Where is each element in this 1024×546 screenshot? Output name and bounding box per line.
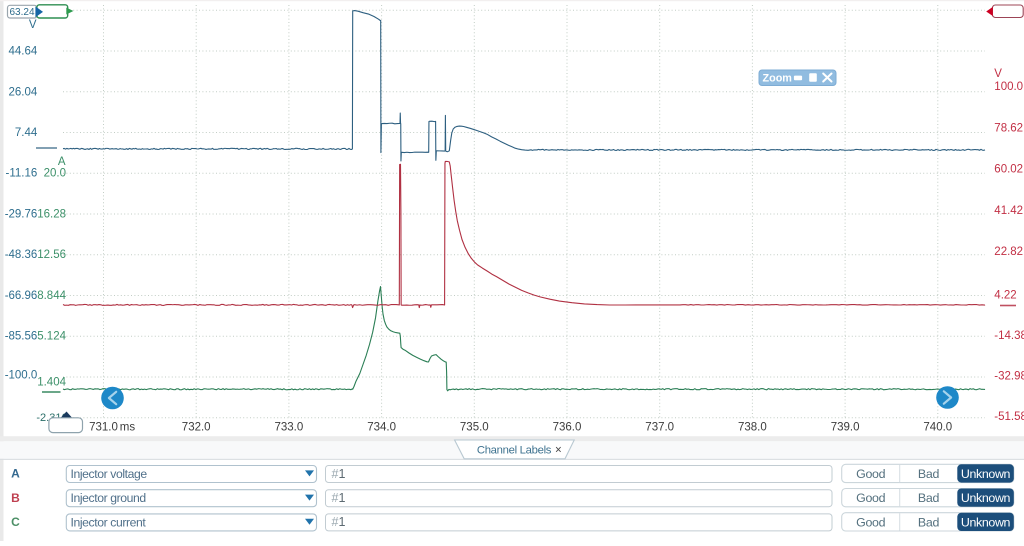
svg-text:Channel Labels: Channel Labels <box>477 445 552 457</box>
svg-text:738.0: 738.0 <box>738 422 767 434</box>
svg-text:-66.96: -66.96 <box>5 290 38 302</box>
svg-text:736.0: 736.0 <box>553 422 582 434</box>
svg-text:Unknown: Unknown <box>961 515 1011 529</box>
svg-text:V: V <box>29 19 37 31</box>
svg-text:740.0: 740.0 <box>923 422 952 434</box>
svg-text:#1: #1 <box>332 491 346 505</box>
svg-text:×: × <box>555 445 562 457</box>
svg-text:Good: Good <box>856 467 886 481</box>
svg-text:737.0: 737.0 <box>645 422 674 434</box>
svg-text:-85.56: -85.56 <box>5 331 38 343</box>
svg-text:7.44: 7.44 <box>15 127 38 139</box>
svg-text:-51.58: -51.58 <box>994 411 1024 423</box>
svg-text:#1: #1 <box>332 467 346 481</box>
svg-text:-32.98: -32.98 <box>994 370 1024 382</box>
svg-text:20.0: 20.0 <box>44 168 66 180</box>
svg-text:-100.0: -100.0 <box>5 370 38 382</box>
svg-text:-14.38: -14.38 <box>994 330 1024 342</box>
svg-text:-48.36: -48.36 <box>5 249 38 261</box>
svg-text:5.124: 5.124 <box>37 331 66 343</box>
svg-text:A: A <box>58 156 66 168</box>
svg-text:41.42: 41.42 <box>994 205 1023 217</box>
svg-text:732.0: 732.0 <box>182 422 211 434</box>
svg-text:-11.16: -11.16 <box>6 168 38 180</box>
svg-text:100.0: 100.0 <box>994 81 1023 93</box>
svg-text:1.404: 1.404 <box>37 377 66 389</box>
svg-text:63.24: 63.24 <box>9 7 34 18</box>
svg-text:16.28: 16.28 <box>37 208 66 220</box>
svg-text:Zoom: Zoom <box>763 73 792 85</box>
svg-text:Bad: Bad <box>918 467 940 481</box>
svg-text:26.04: 26.04 <box>9 86 38 98</box>
svg-text:#1: #1 <box>332 515 346 529</box>
svg-text:Injector current: Injector current <box>71 515 147 529</box>
svg-text:Unknown: Unknown <box>961 467 1011 481</box>
svg-text:731.0: 731.0 <box>89 422 118 434</box>
svg-text:Injector ground: Injector ground <box>71 491 146 505</box>
svg-text:78.62: 78.62 <box>994 122 1023 134</box>
svg-text:Unknown: Unknown <box>961 491 1011 505</box>
svg-text:Bad: Bad <box>918 515 940 529</box>
svg-text:A: A <box>11 467 20 481</box>
svg-text:734.0: 734.0 <box>367 422 396 434</box>
svg-text:-29.76: -29.76 <box>5 208 38 220</box>
svg-text:Injector voltage: Injector voltage <box>71 467 148 481</box>
svg-text:22.82: 22.82 <box>994 246 1023 258</box>
svg-text:8.844: 8.844 <box>37 290 66 302</box>
svg-text:733.0: 733.0 <box>275 422 304 434</box>
svg-text:ms: ms <box>120 422 136 434</box>
svg-text:Good: Good <box>856 515 886 529</box>
svg-text:735.0: 735.0 <box>460 422 489 434</box>
svg-text:739.0: 739.0 <box>831 422 860 434</box>
svg-text:60.02: 60.02 <box>994 164 1023 176</box>
svg-text:B: B <box>11 491 20 505</box>
svg-text:Bad: Bad <box>918 491 940 505</box>
svg-text:12.56: 12.56 <box>37 249 66 261</box>
svg-text:Good: Good <box>856 491 886 505</box>
svg-text:44.64: 44.64 <box>9 46 38 58</box>
svg-text:V: V <box>994 68 1002 80</box>
svg-text:C: C <box>11 515 20 529</box>
svg-text:4.22: 4.22 <box>994 289 1016 301</box>
